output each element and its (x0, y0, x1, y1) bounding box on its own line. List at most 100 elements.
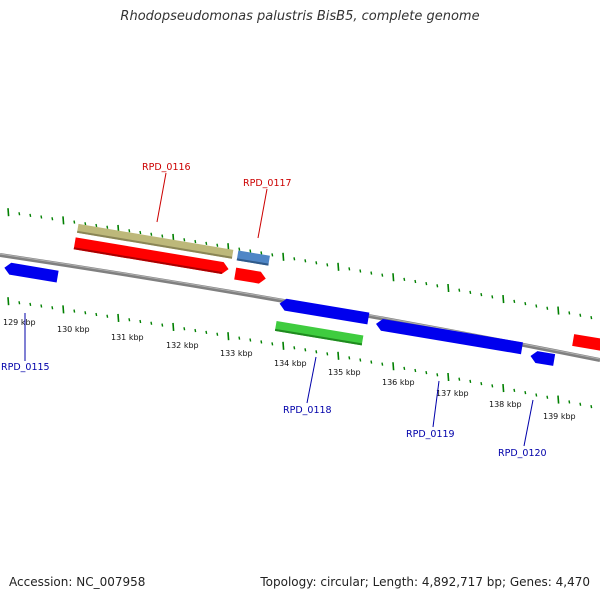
lower-scale-tick (546, 395, 549, 399)
lower-scale-tick (238, 336, 241, 340)
upper-scale-tick (535, 304, 538, 308)
label-leaders (24, 172, 534, 447)
upper-scale-tick (271, 253, 274, 257)
lower-scale-tick (557, 395, 560, 404)
rna-feature-rpd-0117[interactable] (236, 250, 270, 266)
lower-scale-tick (326, 352, 329, 356)
upper-scale-tick (128, 229, 131, 233)
lower-scale-tick (458, 377, 461, 381)
lower-scale-tick (304, 348, 307, 352)
upper-scale-tick (359, 269, 362, 273)
lower-scale-tick (469, 379, 472, 384)
lower-scale-tick (161, 323, 164, 327)
gene-feature-rpd-0116[interactable] (77, 223, 234, 259)
scale-label-129: 129 kbp (3, 318, 36, 327)
scale-label-133: 133 kbp (220, 349, 253, 358)
lower-scale-tick (513, 388, 516, 393)
scale-label-138: 138 kbp (489, 400, 522, 409)
lower-scale-tick (117, 313, 120, 323)
upper-scale-tick (84, 222, 87, 226)
upper-scale-tick (304, 259, 307, 263)
lower-scale-tick (293, 346, 296, 350)
upper-scale-tick (579, 313, 582, 317)
gene-label-rpd-0118[interactable]: RPD_0118 (283, 405, 332, 416)
cds-arrow-rpd-0118[interactable] (279, 298, 370, 325)
upper-scale-tick (458, 288, 461, 292)
lower-scale-tick (40, 304, 43, 308)
upper-scale-tick (568, 311, 571, 315)
upper-scale-tick (469, 290, 472, 295)
upper-scale-tick (326, 263, 329, 267)
lower-scale-tick (524, 391, 527, 395)
lower-scale-tick (172, 322, 175, 331)
lower-scale-tick (491, 384, 494, 388)
cds-arrow-rpd-0116[interactable] (73, 237, 230, 275)
lower-scale-tick (579, 402, 582, 406)
lower-scale-tick (139, 319, 142, 324)
lower-scale-tick (535, 393, 538, 397)
upper-scale-tick (249, 249, 252, 253)
gene-label-rpd-0117[interactable]: RPD_0117 (243, 178, 292, 189)
accession-text: Accession: NC_007958 (9, 575, 146, 589)
upper-scale-tick (414, 279, 417, 284)
upper-scale-tick (502, 295, 505, 304)
cds-arrow-right-edge[interactable] (572, 334, 600, 352)
cds-arrow-rpd-0117[interactable] (234, 267, 267, 285)
gene-feature-rpd-0118[interactable] (274, 320, 364, 346)
upper-scale-tick (205, 241, 208, 246)
lower-scale-tick (150, 321, 153, 325)
lower-scale-tick (95, 312, 98, 317)
lower-scale-tick (502, 384, 505, 393)
cds-arrow-rpd-0115[interactable] (3, 262, 59, 283)
upper-scale-tick (194, 239, 197, 244)
lower-scale-tick (414, 368, 417, 373)
upper-scale-tick (315, 261, 318, 265)
lower-scale-tick (106, 314, 109, 318)
lower-scale-tick (216, 332, 219, 336)
upper-scale-tick (403, 277, 406, 282)
upper-scale-tick (436, 284, 439, 288)
lower-scale-tick (271, 342, 274, 346)
upper-scale-tick (370, 271, 373, 275)
lower-scale-tick (568, 400, 571, 404)
lower-scale-tick (62, 305, 65, 314)
cds-arrow-rpd-0119[interactable] (375, 318, 523, 355)
upper-scale-tick (425, 282, 428, 286)
upper-scale-tick (40, 215, 43, 219)
scale-label-134: 134 kbp (274, 359, 307, 368)
lower-scale-tick (381, 362, 384, 366)
lower-scale-tick (29, 302, 32, 307)
scale-label-137: 137 kbp (436, 389, 469, 398)
upper-scale-tick (546, 306, 549, 310)
lower-scale-tick (51, 306, 54, 310)
gene-label-rpd-0119[interactable]: RPD_0119 (406, 429, 455, 440)
upper-scale-tick (7, 208, 10, 217)
upper-scale-tick (260, 251, 263, 255)
lower-scale-tick (205, 330, 208, 335)
scale-label-135: 135 kbp (328, 368, 361, 377)
gene-label-rpd-0120[interactable]: RPD_0120 (498, 448, 547, 459)
upper-scale-tick (392, 273, 395, 282)
scale-label-136: 136 kbp (382, 378, 415, 387)
gene-labels: RPD_0116 RPD_0117 RPD_0115 RPD_0118 RPD_… (1, 162, 547, 459)
lower-scale-tick (447, 372, 450, 382)
scale-label-130: 130 kbp (57, 325, 90, 334)
gene-label-rpd-0116[interactable]: RPD_0116 (142, 162, 191, 173)
lower-scale-tick (249, 338, 252, 342)
upper-scale-tick (524, 302, 527, 306)
upper-scale-tick (95, 223, 98, 228)
upper-scale-tick (150, 232, 153, 236)
upper-scale-tick (337, 262, 340, 271)
lower-scale-tick (128, 318, 131, 322)
upper-scale-tick (293, 257, 296, 261)
upper-scale-tick (106, 225, 109, 229)
lower-scale-tick (73, 309, 76, 313)
lower-tick-track (7, 297, 593, 409)
cds-arrow-rpd-0120[interactable] (530, 350, 556, 366)
upper-scale-tick (513, 299, 516, 304)
gene-label-rpd-0115[interactable]: RPD_0115 (1, 362, 50, 373)
scale-label-132: 132 kbp (166, 341, 199, 350)
upper-scale-tick (491, 295, 494, 299)
